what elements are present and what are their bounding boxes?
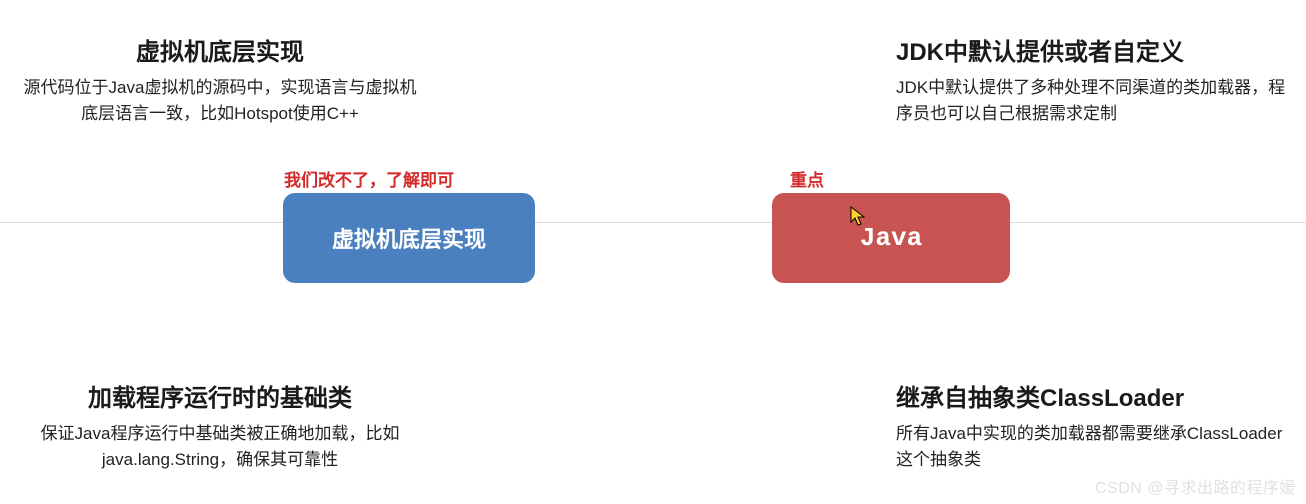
desc-bottom-left-body: 保证Java程序运行中基础类被正确地加载，比如java.lang.String，… bbox=[20, 421, 420, 472]
desc-top-right-title: JDK中默认提供或者自定义 bbox=[896, 32, 1296, 67]
desc-bottom-left: 加载程序运行时的基础类 保证Java程序运行中基础类被正确地加载，比如java.… bbox=[20, 378, 420, 472]
desc-top-right-body: JDK中默认提供了多种处理不同渠道的类加载器，程序员也可以自己根据需求定制 bbox=[896, 75, 1296, 126]
desc-bottom-right: 继承自抽象类ClassLoader 所有Java中实现的类加载器都需要继承Cla… bbox=[896, 378, 1296, 472]
desc-bottom-left-title: 加载程序运行时的基础类 bbox=[20, 378, 420, 413]
node-java: Java bbox=[772, 193, 1010, 283]
node-vm-impl: 虚拟机底层实现 bbox=[283, 193, 535, 283]
desc-top-left-title: 虚拟机底层实现 bbox=[20, 32, 420, 67]
horizontal-divider bbox=[0, 222, 1306, 223]
annotation-right: 重点 bbox=[790, 166, 824, 191]
desc-top-right: JDK中默认提供或者自定义 JDK中默认提供了多种处理不同渠道的类加载器，程序员… bbox=[896, 32, 1296, 126]
desc-top-left-body: 源代码位于Java虚拟机的源码中，实现语言与虚拟机底层语言一致，比如Hotspo… bbox=[20, 75, 420, 126]
node-java-label: Java bbox=[860, 223, 922, 253]
watermark-text: CSDN @寻求出路的程序媛 bbox=[1095, 474, 1296, 498]
desc-bottom-right-body: 所有Java中实现的类加载器都需要继承ClassLoader这个抽象类 bbox=[896, 421, 1296, 472]
annotation-left: 我们改不了，了解即可 bbox=[284, 166, 454, 191]
node-vm-impl-label: 虚拟机底层实现 bbox=[332, 222, 486, 254]
desc-top-left: 虚拟机底层实现 源代码位于Java虚拟机的源码中，实现语言与虚拟机底层语言一致，… bbox=[20, 32, 420, 126]
desc-bottom-right-title: 继承自抽象类ClassLoader bbox=[896, 378, 1296, 413]
